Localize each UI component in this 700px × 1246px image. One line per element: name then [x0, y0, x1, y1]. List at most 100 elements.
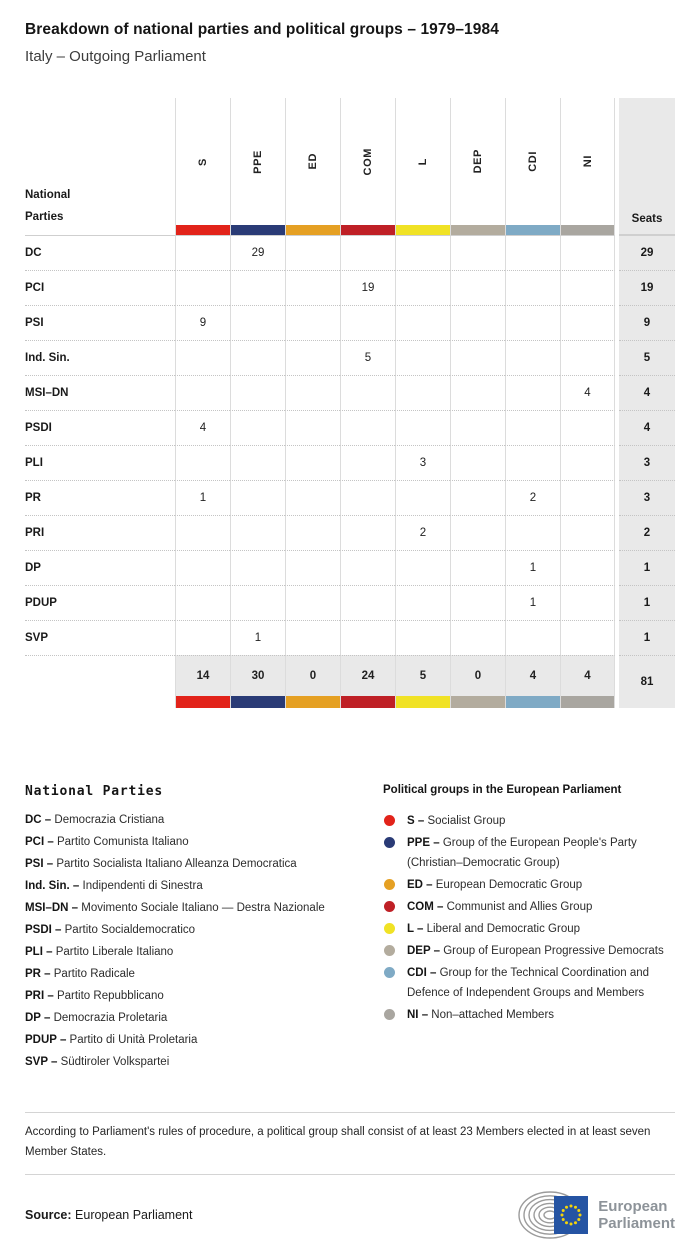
- party-legend-item: PRI – Partito Repubblicano: [25, 990, 164, 1002]
- value-cell: 1: [505, 585, 560, 620]
- group-code-label: PPE: [252, 149, 264, 174]
- group-legend-list: S – Socialist Group PPE – Group of the Eu…: [383, 811, 675, 1025]
- group-color-bar: [395, 225, 450, 235]
- seats-cell: 1: [619, 585, 675, 620]
- value-cell: [340, 445, 395, 480]
- value-cell: [560, 620, 615, 655]
- seats-cell: 19: [619, 270, 675, 305]
- party-name-cell: MSI–DN: [25, 375, 175, 410]
- total-value-cell: 0: [450, 655, 505, 696]
- value-cell: [230, 445, 285, 480]
- value-cell: [175, 445, 230, 480]
- value-cell: [395, 305, 450, 340]
- value-cell: [395, 550, 450, 585]
- group-column-header: NI: [560, 98, 615, 225]
- group-legend-item: ED – European Democratic Group: [383, 875, 675, 895]
- seats-cell: 3: [619, 445, 675, 480]
- group-code-label: COM: [362, 147, 374, 176]
- logo-line1: European: [598, 1198, 668, 1216]
- value-cell: [450, 340, 505, 375]
- group-legend-item: L – Liberal and Democratic Group: [383, 919, 675, 939]
- source-label: Source:: [25, 1208, 72, 1223]
- footnote-text: According to Parliament's rules of proce…: [25, 1126, 651, 1158]
- party-legend-item: PR – Partito Radicale: [25, 968, 135, 980]
- value-cell: [175, 620, 230, 655]
- value-cell: [340, 235, 395, 270]
- value-cell: [285, 235, 340, 270]
- party-legend-item: PSDI – Partito Socialdemocratico: [25, 924, 196, 936]
- party-legend-item: PCI – Partito Comunista Italiano: [25, 836, 189, 848]
- value-cell: [340, 305, 395, 340]
- page-subtitle: Italy – Outgoing Parliament: [25, 48, 206, 65]
- group-legend-item: S – Socialist Group: [383, 811, 675, 831]
- logo-line2: Parliament: [598, 1215, 675, 1233]
- value-cell: 2: [395, 515, 450, 550]
- group-color-dot: [384, 1009, 395, 1020]
- group-column-header: CDI: [505, 98, 560, 225]
- group-color-dot: [384, 923, 395, 934]
- total-seats-cell: 81: [619, 655, 675, 708]
- group-code-label: ED: [307, 153, 319, 170]
- national-parties-legend: National Parties DC – Democrazia Cristia…: [25, 784, 383, 1078]
- group-color-dot: [384, 879, 395, 890]
- value-cell: [450, 305, 505, 340]
- value-cell: [450, 270, 505, 305]
- party-legend-item: MSI–DN – Movimento Sociale Italiano — De…: [25, 902, 325, 914]
- value-cell: [230, 480, 285, 515]
- value-cell: [450, 585, 505, 620]
- seats-cell: 29: [619, 235, 675, 270]
- value-cell: [175, 515, 230, 550]
- total-color-bar: [450, 696, 505, 708]
- value-cell: [505, 410, 560, 445]
- party-name-cell: SVP: [25, 620, 175, 655]
- value-cell: [395, 585, 450, 620]
- value-cell: 9: [175, 305, 230, 340]
- political-groups-legend-title: Political groups in the European Parliam…: [383, 784, 622, 796]
- group-column-header: ED: [285, 98, 340, 225]
- party-legend-item: DC – Democrazia Cristiana: [25, 814, 165, 826]
- seats-cell: 2: [619, 515, 675, 550]
- party-name-cell: PLI: [25, 445, 175, 480]
- value-cell: [285, 445, 340, 480]
- total-color-bar: [340, 696, 395, 708]
- value-cell: [560, 480, 615, 515]
- value-cell: [230, 410, 285, 445]
- page-title: Breakdown of national parties and politi…: [25, 21, 499, 38]
- value-cell: [175, 270, 230, 305]
- group-column-header: L: [395, 98, 450, 225]
- value-cell: [395, 620, 450, 655]
- group-color-bar: [560, 225, 615, 235]
- group-column-header: COM: [340, 98, 395, 225]
- value-cell: [560, 410, 615, 445]
- value-cell: 29: [230, 235, 285, 270]
- total-value-cell: 30: [230, 655, 285, 696]
- value-cell: [230, 305, 285, 340]
- group-code-label: NI: [581, 155, 594, 168]
- total-color-bar: [395, 696, 450, 708]
- party-legend-item: DP – Democrazia Proletaria: [25, 1012, 168, 1024]
- group-legend-item: COM – Communist and Allies Group: [383, 897, 675, 917]
- value-cell: [560, 445, 615, 480]
- party-name-cell: PCI: [25, 270, 175, 305]
- group-column-header: S: [175, 98, 230, 225]
- value-cell: [175, 375, 230, 410]
- party-name-cell: PSDI: [25, 410, 175, 445]
- group-color-bar: [285, 225, 340, 235]
- value-cell: [505, 620, 560, 655]
- parliament-hemicycle-icon: [518, 1191, 589, 1239]
- group-color-bar: [450, 225, 505, 235]
- value-cell: [230, 340, 285, 375]
- eu-flag-square: [554, 1196, 589, 1235]
- party-name-cell: PRI: [25, 515, 175, 550]
- value-cell: 4: [560, 375, 615, 410]
- seats-column-header: Seats: [619, 98, 675, 235]
- value-cell: [285, 410, 340, 445]
- party-legend-item: SVP – Südtiroler Volkspartei: [25, 1056, 170, 1068]
- value-cell: [450, 235, 505, 270]
- total-value-cell: 4: [560, 655, 615, 696]
- party-name-cell: Ind. Sin.: [25, 340, 175, 375]
- value-cell: 4: [175, 410, 230, 445]
- value-cell: [230, 515, 285, 550]
- value-cell: [230, 585, 285, 620]
- group-code-label: S: [197, 157, 209, 166]
